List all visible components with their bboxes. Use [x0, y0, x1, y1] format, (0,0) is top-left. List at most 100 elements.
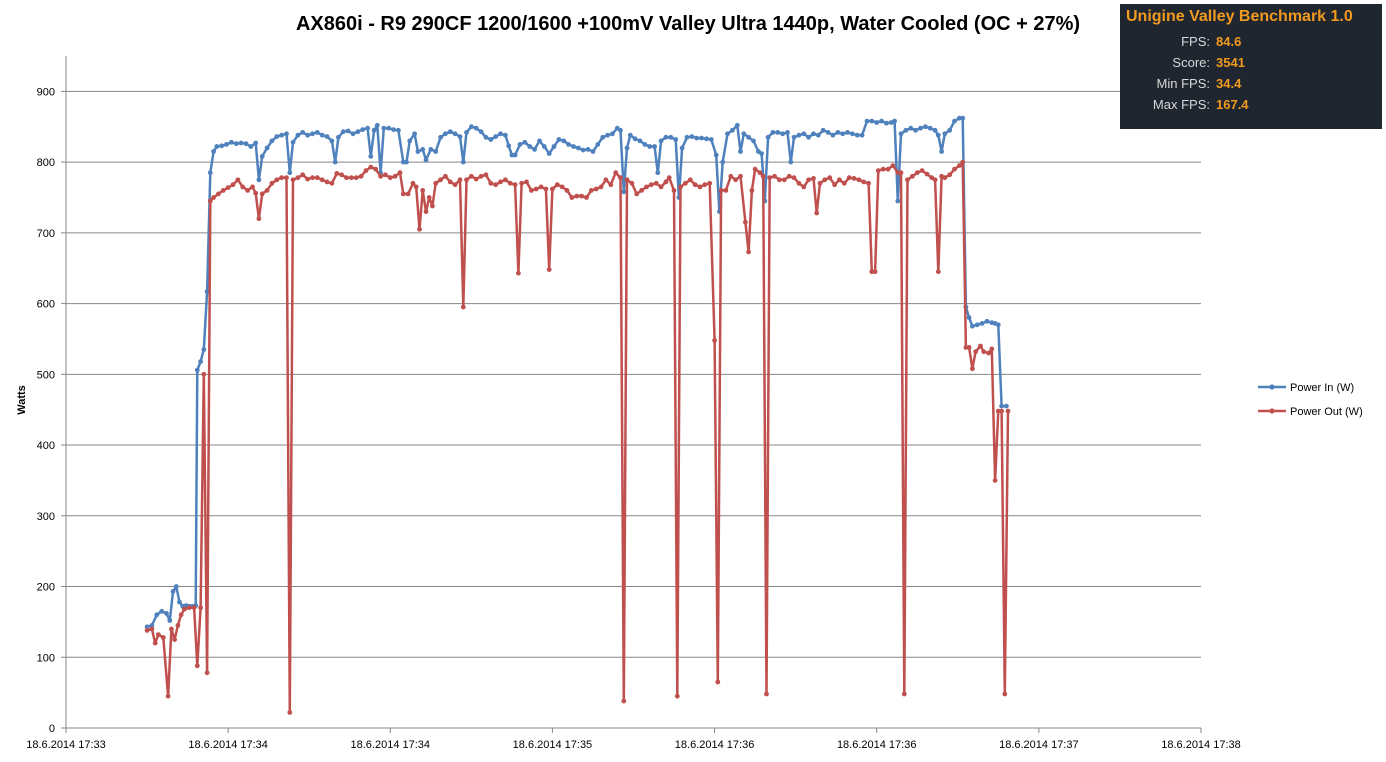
data-point: [253, 190, 259, 196]
data-point: [679, 145, 685, 151]
data-point: [827, 175, 833, 181]
data-point: [629, 180, 635, 186]
data-point: [391, 127, 396, 132]
data-point: [663, 179, 669, 185]
data-point: [392, 173, 398, 179]
axes: [65, 56, 1202, 733]
data-point: [194, 367, 200, 373]
data-point: [353, 175, 359, 181]
data-point: [358, 173, 364, 179]
data-point: [551, 144, 557, 149]
legend: Power In (W) Power Out (W): [1258, 382, 1363, 418]
benchmark-overlay: Unigine Valley Benchmark 1.0 FPS: 84.6 S…: [1120, 4, 1382, 129]
data-point: [939, 149, 944, 154]
data-point: [430, 203, 435, 209]
data-point: [588, 188, 594, 193]
series-power-in: [144, 115, 1009, 630]
data-point: [840, 131, 846, 137]
data-point: [621, 189, 627, 195]
data-point: [704, 136, 709, 142]
data-point: [533, 186, 539, 192]
data-point: [381, 125, 387, 131]
data-point: [835, 130, 841, 135]
data-point: [194, 663, 200, 669]
data-point: [149, 626, 155, 632]
data-point: [683, 180, 688, 186]
data-point: [927, 125, 933, 131]
data-point: [245, 188, 251, 193]
x-tick-label: 18.6.2014 17:36: [837, 739, 917, 751]
overlay-value: 34.4: [1216, 76, 1242, 91]
data-point: [152, 640, 158, 646]
data-point: [532, 147, 537, 152]
overlay-value: 3541: [1216, 55, 1245, 70]
data-point: [752, 166, 758, 172]
data-point: [464, 130, 469, 135]
data-point: [546, 151, 552, 157]
data-point: [498, 131, 503, 137]
data-point: [866, 180, 871, 186]
data-point: [751, 138, 756, 144]
data-point: [872, 269, 878, 275]
data-point: [457, 134, 463, 140]
data-point: [144, 624, 150, 630]
x-tick-label: 18.6.2014 17:38: [1161, 739, 1241, 751]
data-point: [144, 628, 150, 633]
legend-marker: [1269, 384, 1275, 390]
data-point: [801, 184, 807, 190]
data-point: [960, 159, 966, 165]
data-point: [186, 605, 192, 611]
data-point: [452, 131, 458, 137]
data-point: [885, 166, 891, 172]
data-point: [420, 147, 426, 152]
data-point: [869, 118, 875, 124]
data-point: [339, 172, 344, 178]
data-point: [498, 179, 503, 185]
data-point: [207, 170, 213, 176]
data-point: [845, 130, 850, 135]
data-point: [707, 180, 713, 186]
data-point: [240, 184, 246, 190]
data-point: [734, 122, 740, 128]
data-point: [329, 138, 335, 144]
data-point: [269, 180, 275, 186]
data-point: [898, 170, 904, 176]
data-point: [642, 142, 648, 147]
data-point: [269, 138, 275, 144]
data-point: [290, 139, 296, 145]
data-point: [464, 177, 469, 183]
data-point: [478, 173, 484, 179]
data-point: [493, 134, 499, 140]
data-point: [775, 130, 781, 135]
data-point: [473, 125, 479, 131]
data-point: [507, 180, 513, 186]
data-point: [473, 176, 479, 182]
data-point: [412, 131, 417, 137]
data-point: [935, 269, 941, 275]
gridlines: [61, 90, 1201, 729]
data-point: [825, 130, 831, 135]
data-point: [901, 691, 907, 697]
data-point: [259, 154, 265, 159]
data-point: [178, 612, 184, 618]
data-point: [469, 124, 474, 130]
data-point: [214, 144, 220, 149]
data-point: [806, 177, 811, 183]
data-point: [413, 184, 419, 190]
data-point: [512, 182, 518, 188]
data-point: [781, 177, 787, 183]
data-point: [279, 132, 284, 138]
data-point: [355, 129, 361, 135]
data-point: [989, 346, 995, 352]
data-point: [764, 691, 769, 697]
data-point: [986, 350, 991, 356]
data-point: [923, 124, 928, 130]
data-point: [259, 191, 265, 197]
data-point: [300, 172, 306, 178]
data-point: [469, 173, 474, 179]
data-point: [637, 138, 643, 144]
data-point: [191, 605, 197, 611]
data-point: [718, 188, 724, 193]
data-point: [760, 173, 766, 179]
